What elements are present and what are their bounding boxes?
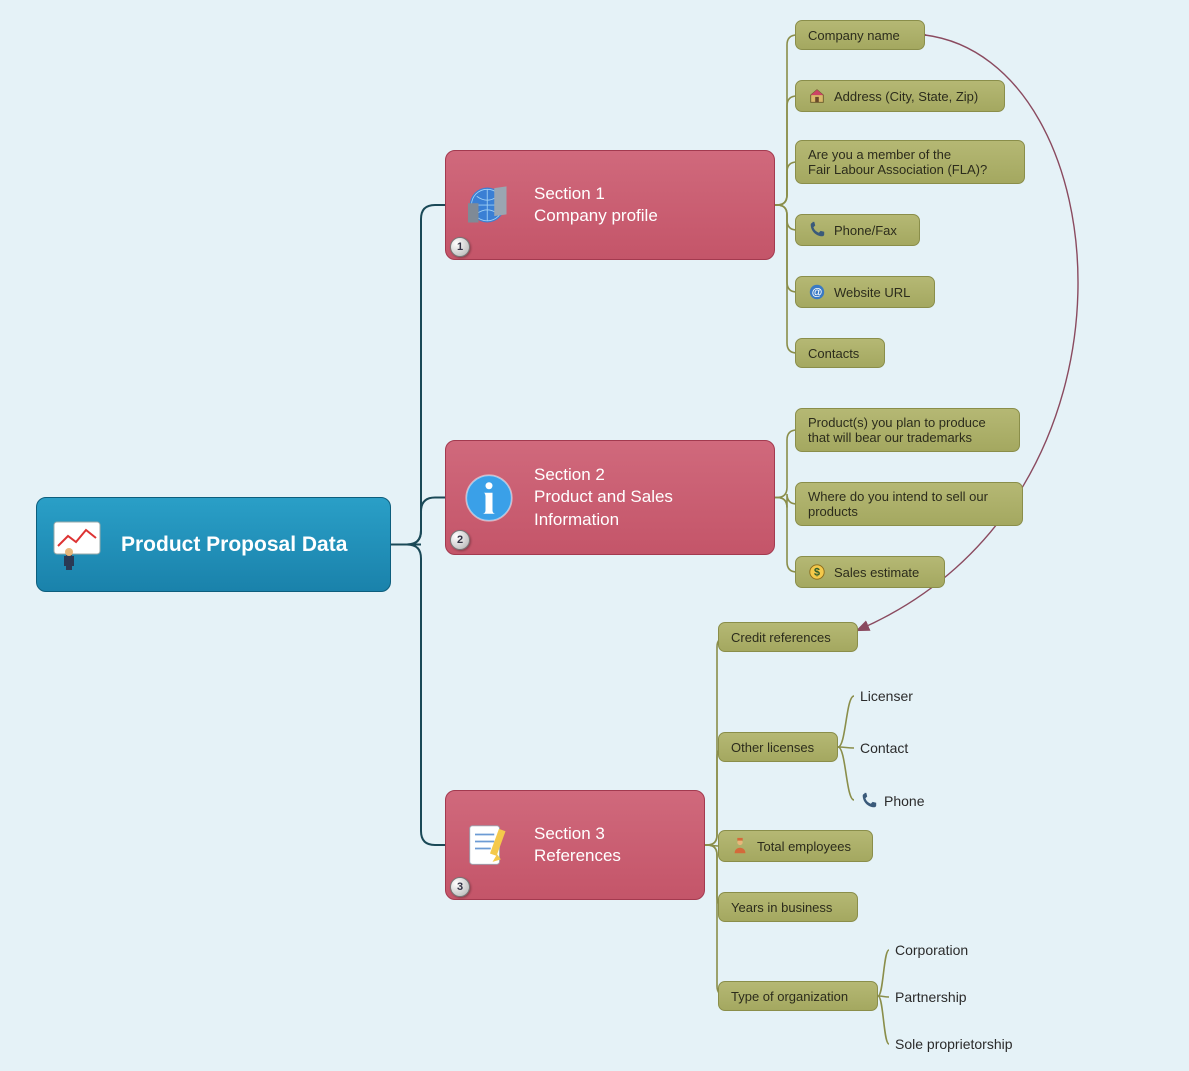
plain-leaf-label: Licenser <box>860 688 913 704</box>
leaf-label: Are you a member of theFair Labour Assoc… <box>808 147 987 177</box>
leaf-label: Phone/Fax <box>834 223 897 238</box>
dollar-icon: $ <box>808 563 826 581</box>
leaf-l7[interactable]: Product(s) you plan to producethat will … <box>795 408 1020 452</box>
leaf-l2[interactable]: Address (City, State, Zip) <box>795 80 1005 112</box>
note-pencil-icon <box>458 814 520 876</box>
leaf-label: Website URL <box>834 285 910 300</box>
section-title: Section 3References <box>534 823 621 867</box>
leaf-l3[interactable]: Are you a member of theFair Labour Assoc… <box>795 140 1025 184</box>
plain-leaf-label: Partnership <box>895 989 967 1005</box>
leaf-l11[interactable]: Other licenses <box>718 732 838 762</box>
plain-leaf-p4[interactable]: Corporation <box>895 942 968 958</box>
leaf-l8[interactable]: Where do you intend to sell ourproducts <box>795 482 1023 526</box>
plain-leaf-p1[interactable]: Licenser <box>860 688 913 704</box>
section-node-s1[interactable]: Section 1Company profile <box>445 150 775 260</box>
leaf-label: Type of organization <box>731 989 848 1004</box>
leaf-l9[interactable]: $ Sales estimate <box>795 556 945 588</box>
presentation-icon <box>47 515 107 575</box>
leaf-label: Where do you intend to sell ourproducts <box>808 489 988 519</box>
plain-leaf-label: Contact <box>860 740 908 756</box>
leaf-l6[interactable]: Contacts <box>795 338 885 368</box>
person-icon <box>731 837 749 855</box>
plain-leaf-label: Phone <box>884 793 924 809</box>
section-number-badge: 2 <box>450 530 470 550</box>
section-title: Section 2Product and SalesInformation <box>534 464 673 530</box>
leaf-label: Sales estimate <box>834 565 919 580</box>
root-title: Product Proposal Data <box>121 533 347 557</box>
section-number-badge: 1 <box>450 237 470 257</box>
leaf-label: Contacts <box>808 346 859 361</box>
plain-leaf-p2[interactable]: Contact <box>860 740 908 756</box>
plain-leaf-label: Corporation <box>895 942 968 958</box>
leaf-l5[interactable]: @ Website URL <box>795 276 935 308</box>
at-icon: @ <box>808 283 826 301</box>
phone-icon <box>860 792 878 810</box>
leaf-label: Total employees <box>757 839 851 854</box>
leaf-l14[interactable]: Type of organization <box>718 981 878 1011</box>
leaf-l13[interactable]: Years in business <box>718 892 858 922</box>
section-number-badge: 3 <box>450 877 470 897</box>
section-node-s2[interactable]: Section 2Product and SalesInformation <box>445 440 775 555</box>
phone-icon <box>808 221 826 239</box>
plain-leaf-p5[interactable]: Partnership <box>895 989 967 1005</box>
globe-building-icon <box>458 174 520 236</box>
leaf-l10[interactable]: Credit references <box>718 622 858 652</box>
leaf-l12[interactable]: Total employees <box>718 830 873 862</box>
leaf-label: Product(s) you plan to producethat will … <box>808 415 986 445</box>
info-icon <box>458 467 520 529</box>
section-node-s3[interactable]: Section 3References <box>445 790 705 900</box>
leaf-l1[interactable]: Company name <box>795 20 925 50</box>
leaf-l4[interactable]: Phone/Fax <box>795 214 920 246</box>
svg-text:@: @ <box>812 287 823 299</box>
leaf-label: Credit references <box>731 630 831 645</box>
home-icon <box>808 87 826 105</box>
leaf-label: Address (City, State, Zip) <box>834 89 978 104</box>
leaf-label: Years in business <box>731 900 832 915</box>
svg-text:$: $ <box>814 567 820 579</box>
root-node[interactable]: Product Proposal Data <box>36 497 391 592</box>
section-title: Section 1Company profile <box>534 183 658 227</box>
plain-leaf-p6[interactable]: Sole proprietorship <box>895 1036 1013 1052</box>
leaf-label: Company name <box>808 28 900 43</box>
leaf-label: Other licenses <box>731 740 814 755</box>
plain-leaf-label: Sole proprietorship <box>895 1036 1013 1052</box>
plain-leaf-p3[interactable]: Phone <box>860 792 924 810</box>
